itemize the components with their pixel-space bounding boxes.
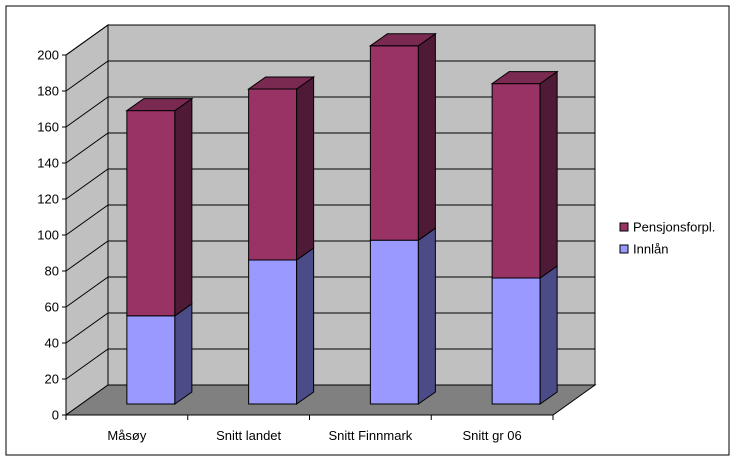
- y-tick-label: 200: [37, 48, 59, 63]
- bar-side: [417, 32, 436, 242]
- bar-front: [369, 45, 419, 241]
- legend-item: Pensjonsforpl.: [619, 220, 715, 235]
- chart-border: [5, 5, 730, 456]
- category-label: Snitt gr 06: [462, 428, 521, 443]
- legend-label: Innlån: [633, 242, 668, 257]
- bar-side: [296, 76, 315, 261]
- y-tick-label: 180: [37, 84, 59, 99]
- bar-side: [174, 302, 193, 405]
- bar-side: [539, 265, 558, 405]
- y-tick-label: 20: [45, 372, 59, 387]
- bar-side: [417, 227, 436, 405]
- bar-top: [490, 71, 559, 85]
- bar-segment-pensjonsforpl: [368, 32, 437, 242]
- legend-item: Innlån: [619, 242, 668, 257]
- bar-top: [368, 33, 437, 47]
- bar-side: [539, 70, 558, 279]
- category-label: Måsøy: [107, 428, 147, 443]
- bar-top: [125, 98, 194, 112]
- bar-segment-innl-n: [248, 247, 315, 405]
- bar-segment-pensjonsforpl: [247, 76, 316, 261]
- bar-front: [126, 315, 176, 405]
- y-tick-label: 160: [37, 120, 59, 135]
- bar-top: [247, 76, 316, 90]
- bar-front: [248, 259, 298, 405]
- bar-segment-innl-n: [126, 302, 193, 405]
- category-label: Snitt landet: [216, 428, 281, 443]
- y-tick-label: 0: [52, 408, 59, 423]
- bar-segment-pensjonsforpl: [490, 70, 559, 279]
- bar-front: [126, 110, 176, 317]
- bar-side: [296, 247, 315, 405]
- y-tick-label: 80: [45, 264, 59, 279]
- y-tick-label: 40: [45, 336, 59, 351]
- bar-segment-pensjonsforpl: [125, 97, 194, 317]
- y-tick-label: 140: [37, 156, 59, 171]
- y-tick-label: 120: [37, 192, 59, 207]
- category-label: Snitt Finnmark: [328, 428, 412, 443]
- bar-side: [174, 97, 193, 317]
- bar-front: [248, 88, 298, 261]
- y-tick-label: 100: [37, 228, 59, 243]
- bar-segment-innl-n: [369, 227, 436, 405]
- legend-swatch: [619, 222, 629, 232]
- y-tick-label: 60: [45, 300, 59, 315]
- bar-segment-innl-n: [491, 265, 558, 405]
- legend-label: Pensjonsforpl.: [633, 220, 715, 235]
- gridline: [65, 24, 595, 56]
- legend-swatch: [619, 244, 629, 254]
- bar-front: [491, 83, 541, 279]
- bar-front: [369, 239, 419, 405]
- bar-front: [491, 277, 541, 405]
